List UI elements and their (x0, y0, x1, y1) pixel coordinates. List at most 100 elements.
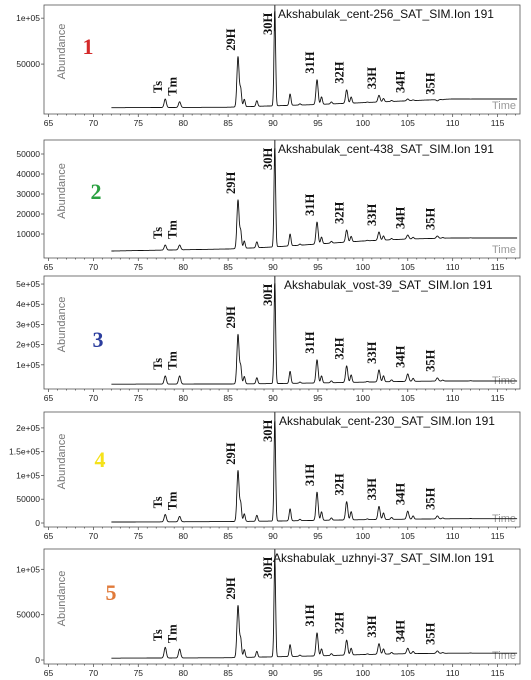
x-tick-label: 85 (223, 531, 233, 541)
peak-label-35h: 35H (423, 349, 437, 372)
peak-label-31h: 31H (303, 464, 317, 487)
chromatogram-panel-3: 65 70 75 80 85 90 95 100 105 110 115 1e+05 2e+05 3e+0… (16, 275, 521, 403)
x-tick-label: 100 (356, 118, 370, 128)
x-tick-label: 110 (446, 393, 460, 403)
y-tick-label: 1.5e+05 (9, 447, 40, 457)
x-tick-label: 65 (44, 668, 54, 678)
x-tick-label: 110 (446, 668, 460, 678)
chromatogram-panel-5: 65 70 75 80 85 90 95 100 105 110 115 0 50000 1e+05 Abu… (16, 548, 521, 678)
x-tick-label: 75 (134, 668, 144, 678)
x-tick-label: 85 (223, 118, 233, 128)
peak-label-29h: 29H (224, 577, 238, 600)
x-axis-label: Time (492, 650, 516, 662)
chromatogram-trace (111, 420, 518, 523)
peak-label-30h: 30H (261, 13, 275, 36)
x-tick-label: 105 (401, 531, 415, 541)
peak-label-33h: 33H (365, 615, 379, 638)
ion-label: Akshabulak_cent-256_SAT_SIM.Ion 191 (278, 7, 494, 21)
peak-label-29h: 29H (224, 28, 238, 51)
x-tick-label: 70 (89, 118, 99, 128)
peak-label-ts: Ts (151, 358, 165, 370)
ion-label: Akshabulak_cent-438_SAT_SIM.Ion 191 (278, 142, 494, 156)
x-tick-label: 105 (401, 393, 415, 403)
x-tick-label: 75 (134, 531, 144, 541)
x-tick-label: 115 (491, 393, 505, 403)
x-tick-label: 90 (268, 531, 278, 541)
peak-label-35h: 35H (423, 72, 437, 95)
x-tick-label: 95 (313, 118, 323, 128)
peak-label-tm: Tm (166, 76, 180, 95)
peak-label-ts: Ts (151, 227, 165, 239)
peak-label-ts: Ts (151, 629, 165, 641)
peak-label-31h: 31H (303, 194, 317, 217)
peak-label-29h: 29H (224, 172, 238, 195)
y-tick-label: 1e+05 (16, 13, 40, 23)
peak-label-32h: 32H (333, 337, 347, 360)
y-tick-label: 50000 (16, 610, 40, 620)
x-tick-label: 110 (446, 262, 460, 272)
x-tick-label: 80 (178, 531, 188, 541)
x-tick-label: 65 (44, 531, 54, 541)
peak-label-34h: 34H (394, 345, 408, 368)
x-axis-label: Time (492, 244, 516, 256)
y-tick-label: 4e+05 (16, 299, 40, 309)
x-tick-label: 90 (268, 668, 278, 678)
x-tick-label: 95 (313, 531, 323, 541)
y-tick-label: 50000 (16, 149, 40, 159)
y-axis-label: Abundance (56, 571, 68, 627)
peak-label-35h: 35H (423, 622, 437, 645)
chromatogram-trace (111, 558, 518, 659)
peak-label-tm: Tm (166, 351, 180, 370)
plot-frame (43, 139, 521, 259)
x-tick-label: 70 (89, 531, 99, 541)
peak-label-29h: 29H (224, 306, 238, 329)
peak-label-31h: 31H (303, 604, 317, 627)
ion-label: Akshabulak_uzhnyi-37_SAT_SIM.Ion 191 (273, 551, 495, 565)
x-tick-label: 75 (134, 262, 144, 272)
peak-label-34h: 34H (394, 71, 408, 94)
peak-label-30h: 30H (261, 284, 275, 307)
peak-label-31h: 31H (303, 331, 317, 354)
x-tick-label: 65 (44, 393, 54, 403)
x-tick-label: 95 (313, 668, 323, 678)
y-axis-label: Abundance (56, 163, 68, 219)
x-tick-label: 80 (178, 668, 188, 678)
x-tick-label: 80 (178, 262, 188, 272)
x-tick-label: 80 (178, 393, 188, 403)
x-tick-label: 90 (268, 118, 278, 128)
x-tick-label: 70 (89, 393, 99, 403)
panel-number: 4 (95, 447, 106, 472)
chromatogram-trace (111, 10, 518, 109)
peak-label-29h: 29H (224, 442, 238, 465)
peak-label-35h: 35H (423, 487, 437, 510)
peak-label-30h: 30H (261, 557, 275, 580)
chromatogram-trace (111, 148, 518, 252)
ion-label: Akshabulak_cent-230_SAT_SIM.Ion 191 (279, 414, 495, 428)
y-tick-label: 1e+05 (16, 564, 40, 574)
x-tick-label: 115 (491, 118, 505, 128)
y-tick-label: 0 (35, 518, 40, 528)
y-axis-label: Abundance (56, 24, 68, 80)
x-tick-label: 115 (491, 531, 505, 541)
x-tick-label: 100 (356, 393, 370, 403)
panel-number: 3 (93, 327, 104, 352)
peak-label-tm: Tm (166, 624, 180, 643)
peak-label-32h: 32H (333, 473, 347, 496)
y-tick-label: 30000 (16, 189, 40, 199)
peak-label-30h: 30H (261, 420, 275, 443)
peak-label-34h: 34H (394, 620, 408, 643)
x-tick-label: 115 (491, 668, 505, 678)
x-tick-label: 80 (178, 118, 188, 128)
peak-label-tm: Tm (166, 491, 180, 510)
y-axis-label: Abundance (56, 434, 68, 490)
x-tick-label: 90 (268, 262, 278, 272)
y-tick-label: 5e+05 (16, 279, 40, 289)
x-tick-label: 65 (44, 262, 54, 272)
peak-label-ts: Ts (151, 496, 165, 508)
x-tick-label: 65 (44, 118, 54, 128)
peak-label-32h: 32H (333, 61, 347, 84)
plot-frame (43, 4, 521, 115)
peak-label-30h: 30H (261, 148, 275, 171)
plot-frame (43, 275, 521, 390)
